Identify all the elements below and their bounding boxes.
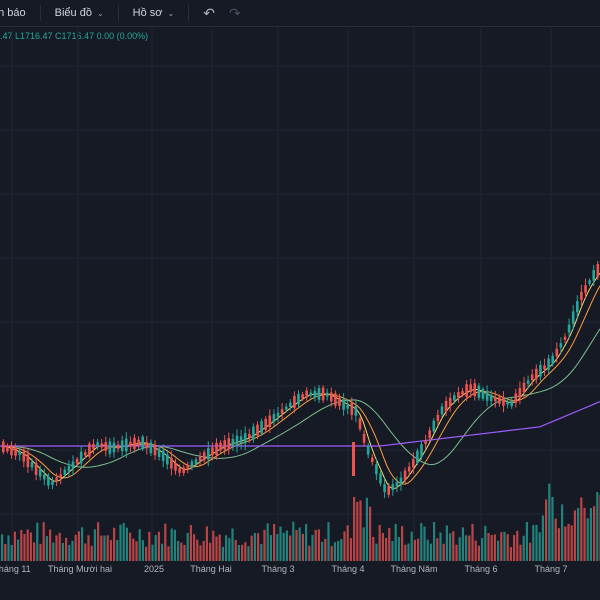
chart-menu-label: Biểu đồ bbox=[54, 7, 92, 19]
x-axis-label: Tháng 6 bbox=[464, 564, 497, 574]
candlesticks bbox=[2, 260, 600, 499]
alerts-menu[interactable]: nh báo bbox=[0, 7, 26, 19]
profile-menu-label: Hồ sơ bbox=[132, 7, 163, 19]
x-axis-label: Tháng 11 bbox=[0, 564, 31, 574]
chart-grid bbox=[0, 26, 600, 561]
chart-menu[interactable]: Biểu đồ ⌄ bbox=[55, 7, 104, 19]
volume-bars bbox=[1, 483, 600, 561]
time-axis: Tháng 11 Tháng Mười hai 2025 Tháng Hai Tháng… bbox=[0, 561, 600, 600]
alerts-label: nh báo bbox=[0, 7, 26, 19]
toolbar-divider bbox=[39, 5, 41, 21]
x-axis-label: Tháng 4 bbox=[331, 564, 364, 574]
toolbar-divider bbox=[188, 5, 190, 21]
x-axis-label: Tháng 3 bbox=[261, 564, 294, 574]
chevron-down-icon: ⌄ bbox=[167, 8, 175, 18]
ohlc-readout: .47 L1716.47 C1716.47 0.00 (0.00%) bbox=[0, 31, 149, 41]
price-chart[interactable]: Tháng 11 Tháng Mười hai 2025 Tháng Hai Tháng… bbox=[0, 26, 600, 600]
top-toolbar: nh báo Biểu đồ ⌄ Hồ sơ ⌄ ↶ ↷ bbox=[0, 0, 600, 27]
profile-menu[interactable]: Hồ sơ ⌄ bbox=[133, 7, 175, 19]
x-axis-label: Tháng Mười hai bbox=[48, 564, 112, 574]
x-axis-label: 2025 bbox=[144, 564, 164, 574]
undo-icon[interactable]: ↶ bbox=[203, 4, 215, 21]
toolbar-divider bbox=[117, 5, 119, 21]
x-axis-label: Tháng Hai bbox=[190, 564, 232, 574]
x-axis-label: Tháng 7 bbox=[534, 564, 567, 574]
chevron-down-icon: ⌄ bbox=[96, 8, 104, 18]
redo-icon[interactable]: ↷ bbox=[228, 4, 241, 21]
x-axis-label: Tháng Năm bbox=[390, 564, 437, 574]
